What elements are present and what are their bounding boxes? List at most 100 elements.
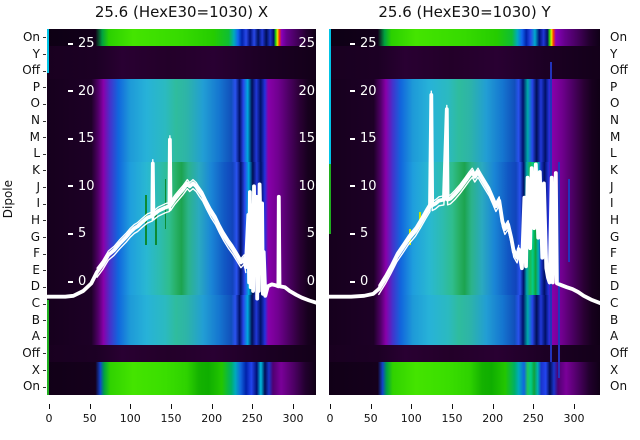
- row-label-right: Y: [610, 46, 618, 61]
- inner-y-tick-label: 20: [78, 83, 95, 99]
- row-label-right: K: [610, 162, 618, 177]
- row-label-right: Off: [610, 345, 628, 360]
- row-label-left: P: [32, 79, 40, 94]
- row-label-right: M: [610, 129, 621, 144]
- row-label-left: D: [30, 279, 40, 294]
- row-label-right: D: [610, 279, 620, 294]
- heatmap-band: [47, 162, 316, 296]
- heatmap-band: [47, 78, 316, 163]
- heatmap-panel-x: 25 20 15 10 5 0 25 20 15 10 5 0: [47, 29, 316, 395]
- heatmap-band: [47, 29, 316, 46]
- row-label-right: N: [610, 113, 619, 127]
- y-tick-mark: [43, 237, 46, 238]
- x-tick-mark: [370, 404, 372, 409]
- x-tick-mark: [492, 404, 494, 409]
- profile-trace: [47, 137, 316, 305]
- y-tick-mark: [43, 187, 46, 188]
- row-label-right: X: [610, 362, 619, 377]
- panel-edge-line: [329, 164, 331, 234]
- y-tick-mark: [43, 170, 46, 172]
- x-tick-label: 250: [241, 412, 263, 425]
- inner-y-tick-mark: [350, 280, 355, 283]
- x-tick-label: 300: [563, 412, 585, 425]
- row-label-right: G: [610, 229, 620, 244]
- row-label-right: Off: [610, 63, 628, 78]
- y-tick-mark: [43, 153, 46, 155]
- x-tick-label: 300: [282, 412, 304, 425]
- x-tick-label: 50: [82, 412, 97, 425]
- x-tick-mark: [411, 404, 413, 409]
- row-label-left: N: [31, 113, 40, 127]
- inner-y-tick-mark: [68, 232, 73, 235]
- inner-y-tick-label: 10: [360, 178, 377, 194]
- heatmap-band: [47, 295, 316, 346]
- y-tick-mark: [43, 253, 46, 255]
- row-label-right: P: [610, 79, 618, 94]
- row-label-right: J: [610, 179, 614, 194]
- heatmap-band: [47, 361, 316, 395]
- inner-y-tick-label: 25: [78, 36, 95, 51]
- inner-y-tick-label: 5: [360, 226, 369, 242]
- row-label-left: H: [30, 212, 40, 227]
- y-tick-mark: [43, 320, 46, 322]
- inner-y-tick-label: 20: [360, 83, 377, 99]
- heatmap-band: [329, 78, 600, 163]
- y-tick-mark: [43, 370, 46, 371]
- y-tick-mark: [43, 120, 46, 122]
- inner-right-tick-label: 0: [306, 274, 315, 289]
- row-label-left: Off: [22, 345, 40, 360]
- heatmap-stripe: [155, 212, 157, 246]
- inner-right-tick-label: 5: [306, 226, 315, 242]
- inner-y-tick-label: 5: [78, 226, 87, 242]
- panel-edge-line: [47, 299, 49, 395]
- row-label-left: M: [29, 129, 40, 144]
- beam-profile-curve: [47, 135, 316, 305]
- x-tick-label: 150: [160, 412, 182, 425]
- panel-edge-line: [47, 29, 49, 73]
- panel-title-x: 25.6 (HexE30=1030) X: [94, 3, 269, 21]
- inner-y-tick-label: 15: [78, 131, 95, 147]
- row-label-right: I: [610, 196, 614, 211]
- row-label-right: E: [610, 262, 618, 277]
- x-tick-mark: [171, 404, 172, 409]
- x-tick-label: 0: [326, 412, 334, 425]
- inner-y-tick-label: 15: [360, 131, 377, 147]
- y-tick-mark: [43, 353, 46, 355]
- y-tick-mark: [43, 303, 46, 305]
- y-tick-mark: [43, 37, 46, 39]
- x-tick-mark: [533, 404, 535, 409]
- row-label-left: O: [30, 96, 40, 111]
- inner-right-tick-label: 25: [298, 36, 315, 51]
- inner-y-tick-mark: [350, 232, 355, 235]
- heatmap-band: [47, 45, 316, 79]
- row-label-left: L: [33, 146, 40, 161]
- y-tick-mark: [43, 203, 46, 205]
- row-label-left: E: [32, 262, 40, 277]
- row-label-left: B: [31, 312, 40, 327]
- x-tick-label: 200: [482, 412, 504, 425]
- row-label-left: On: [22, 379, 40, 394]
- inner-right-tick-label: 15: [298, 131, 315, 147]
- x-tick-mark: [452, 404, 453, 409]
- row-label-left: C: [31, 296, 40, 310]
- row-label-left: Y: [32, 46, 40, 61]
- row-label-left: X: [31, 362, 40, 377]
- x-tick-label: 0: [45, 412, 53, 425]
- y-tick-mark: [43, 286, 46, 288]
- x-tick-mark: [89, 404, 91, 409]
- row-label-right: C: [610, 296, 619, 310]
- heatmap-stripe: [568, 178, 570, 262]
- row-label-right: O: [610, 96, 620, 111]
- inner-y-tick-mark: [68, 90, 73, 93]
- inner-y-tick-mark: [350, 137, 355, 140]
- inner-y-tick-mark: [350, 90, 355, 93]
- inner-y-tick-mark: [68, 280, 73, 283]
- row-label-left: On: [22, 29, 40, 44]
- y-tick-mark: [43, 137, 46, 139]
- row-label-left: F: [33, 246, 40, 261]
- row-label-left: J: [36, 179, 40, 194]
- x-tick-label: 100: [119, 412, 141, 425]
- row-label-left: G: [30, 229, 40, 244]
- x-tick-mark: [49, 404, 50, 409]
- row-label-right: L: [610, 146, 617, 161]
